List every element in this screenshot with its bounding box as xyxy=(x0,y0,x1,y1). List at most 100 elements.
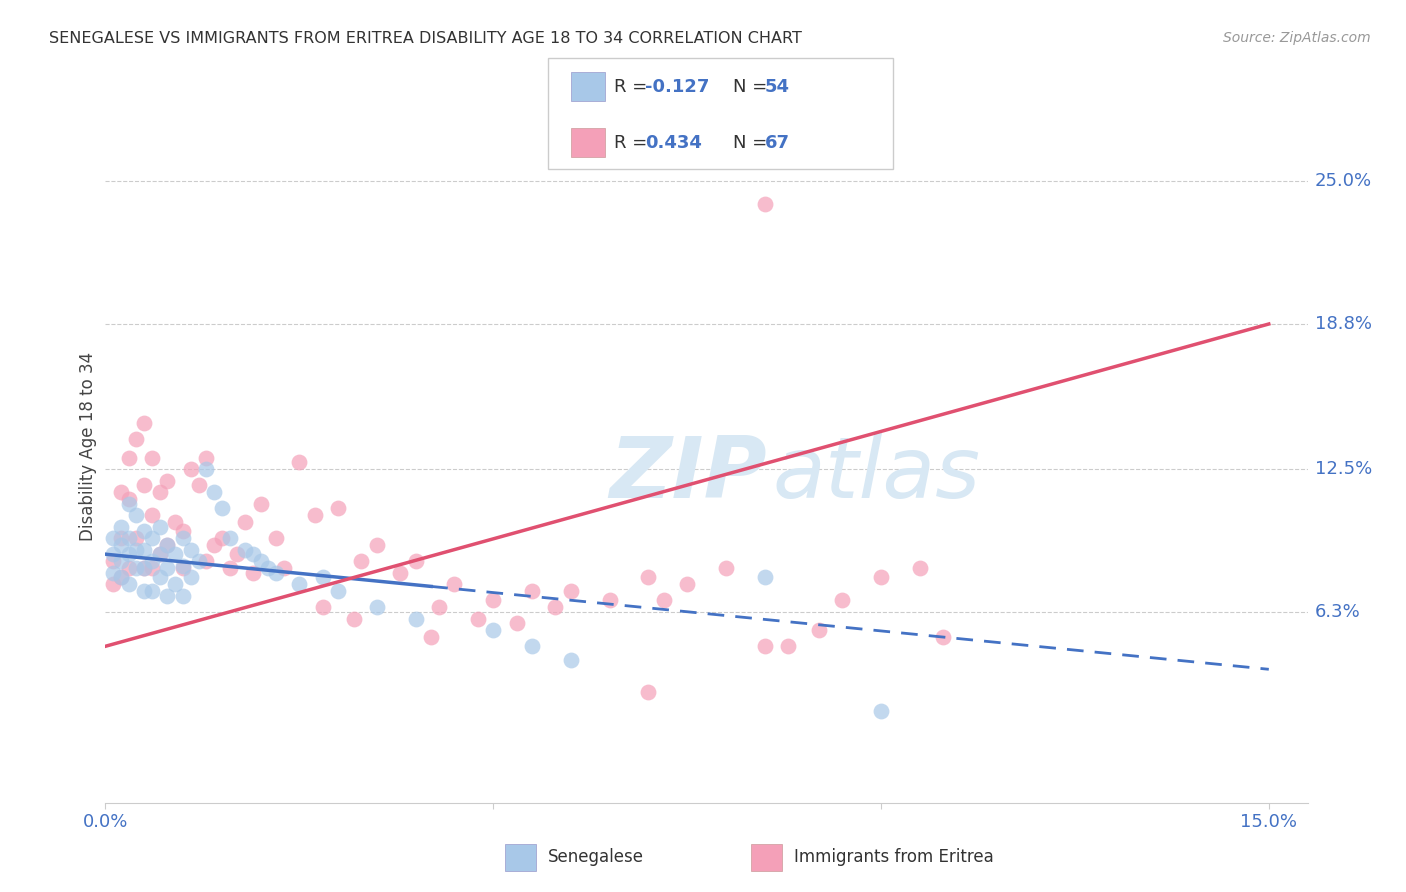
Point xyxy=(180,542,202,557)
Point xyxy=(118,577,141,591)
Point xyxy=(520,640,543,654)
Point xyxy=(180,462,202,476)
Point xyxy=(389,566,412,580)
Text: Source: ZipAtlas.com: Source: ZipAtlas.com xyxy=(1223,31,1371,45)
Point xyxy=(103,531,125,545)
Point xyxy=(103,566,125,580)
Point xyxy=(264,531,287,545)
Point xyxy=(134,561,156,575)
Text: 54: 54 xyxy=(765,78,790,95)
Point xyxy=(103,547,125,561)
Point xyxy=(467,612,489,626)
Point xyxy=(242,547,264,561)
Point xyxy=(264,566,287,580)
Point xyxy=(110,531,132,545)
Point xyxy=(110,538,132,552)
Point xyxy=(288,455,311,469)
Point xyxy=(482,623,505,637)
Text: 0.434: 0.434 xyxy=(645,134,702,152)
Point xyxy=(754,570,776,584)
Point xyxy=(141,450,163,465)
Point xyxy=(110,570,132,584)
Point xyxy=(932,630,955,644)
Point xyxy=(172,558,194,573)
Point xyxy=(165,577,187,591)
Point xyxy=(544,600,567,615)
Point xyxy=(156,538,179,552)
Point xyxy=(326,584,349,599)
Point xyxy=(156,561,179,575)
Point xyxy=(202,538,225,552)
Point xyxy=(118,547,141,561)
Y-axis label: Disability Age 18 to 34: Disability Age 18 to 34 xyxy=(79,351,97,541)
Point xyxy=(195,554,218,568)
Point xyxy=(149,570,172,584)
Point xyxy=(156,538,179,552)
Point xyxy=(187,478,209,492)
Point xyxy=(149,485,172,500)
Point xyxy=(652,593,675,607)
Point xyxy=(172,524,194,538)
Point xyxy=(125,542,148,557)
Point xyxy=(103,554,125,568)
Point xyxy=(427,600,450,615)
Point xyxy=(141,531,163,545)
Text: N =: N = xyxy=(733,134,772,152)
Point xyxy=(134,524,156,538)
Point xyxy=(118,497,141,511)
Text: 67: 67 xyxy=(765,134,790,152)
Text: 12.5%: 12.5% xyxy=(1315,460,1372,478)
Point xyxy=(366,538,388,552)
Point xyxy=(226,547,249,561)
Point xyxy=(637,570,659,584)
Point xyxy=(405,554,427,568)
Point xyxy=(311,600,333,615)
Text: R =: R = xyxy=(614,78,654,95)
Point xyxy=(807,623,830,637)
Point xyxy=(754,197,776,211)
Text: R =: R = xyxy=(614,134,654,152)
Point xyxy=(870,704,893,718)
Point xyxy=(350,554,373,568)
Point xyxy=(343,612,366,626)
Point xyxy=(676,577,699,591)
Point xyxy=(211,501,233,516)
Point xyxy=(125,432,148,446)
Point xyxy=(482,593,505,607)
Point xyxy=(134,561,156,575)
Text: ZIP: ZIP xyxy=(609,433,766,516)
Point xyxy=(233,515,256,529)
Point xyxy=(110,570,132,584)
Point xyxy=(776,640,799,654)
Text: atlas: atlas xyxy=(773,433,980,516)
Point xyxy=(134,542,156,557)
Point xyxy=(172,589,194,603)
Point xyxy=(304,508,326,522)
Point xyxy=(141,508,163,522)
Point xyxy=(211,531,233,545)
Point xyxy=(141,561,163,575)
Point xyxy=(202,485,225,500)
Point xyxy=(149,519,172,533)
Point xyxy=(520,584,543,599)
Point xyxy=(420,630,443,644)
Point xyxy=(870,570,893,584)
Point xyxy=(249,554,271,568)
Point xyxy=(118,491,141,506)
Text: 25.0%: 25.0% xyxy=(1315,172,1372,190)
Point xyxy=(326,501,349,516)
Point xyxy=(110,485,132,500)
Text: SENEGALESE VS IMMIGRANTS FROM ERITREA DISABILITY AGE 18 TO 34 CORRELATION CHART: SENEGALESE VS IMMIGRANTS FROM ERITREA DI… xyxy=(49,31,801,46)
Point xyxy=(125,561,148,575)
Point xyxy=(125,508,148,522)
Point xyxy=(141,554,163,568)
Point xyxy=(103,577,125,591)
Point xyxy=(172,531,194,545)
Point xyxy=(831,593,853,607)
Point xyxy=(156,474,179,488)
Point xyxy=(908,561,931,575)
Point xyxy=(443,577,465,591)
Point xyxy=(560,584,582,599)
Point xyxy=(637,685,659,699)
Text: N =: N = xyxy=(733,78,772,95)
